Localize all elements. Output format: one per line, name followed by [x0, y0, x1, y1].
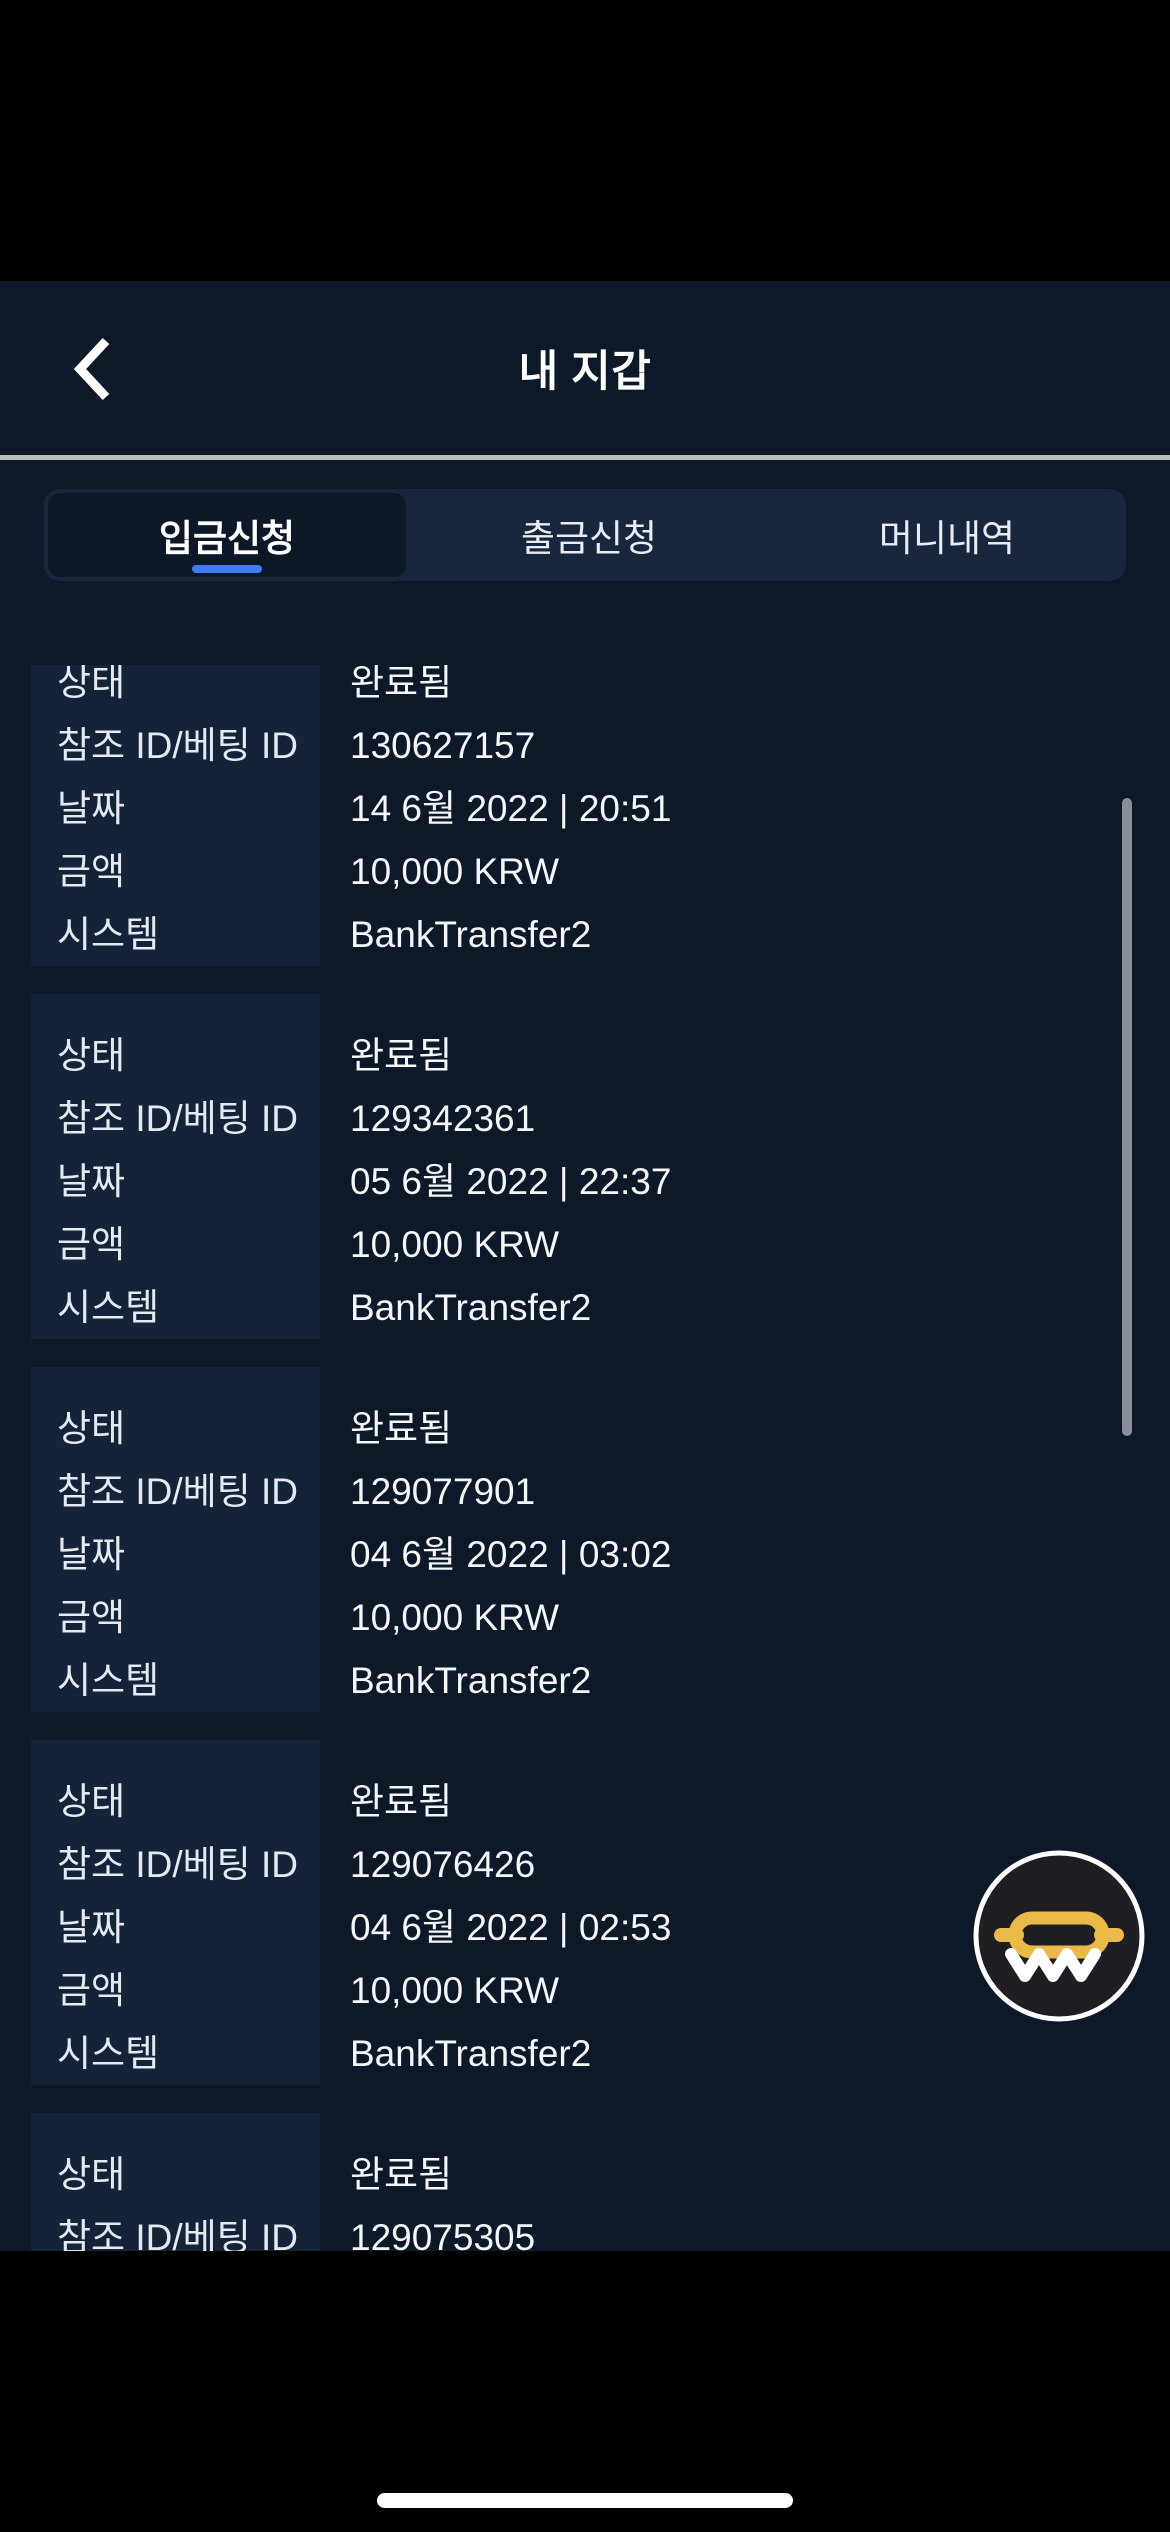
tab-bar: 입금신청 출금신청 머니내역: [44, 489, 1126, 581]
date-value: 05 6월 2022 | 22:37: [350, 1161, 672, 1202]
date-value: 04 6월 2022 | 03:02: [350, 1534, 672, 1575]
field-label-system: 시스템: [57, 914, 160, 955]
ref-id-value: 129076426: [350, 1844, 536, 1885]
ref-id-value: 129075305: [350, 2217, 536, 2251]
amount-value: 10,000 KRW: [350, 851, 560, 892]
field-label-system: 시스템: [57, 1287, 160, 1328]
scrollbar-thumb[interactable]: [1122, 798, 1132, 1436]
home-indicator[interactable]: [377, 2493, 793, 2508]
field-label-ref-id: 참조 ID/베팅 ID: [57, 1844, 298, 1885]
back-button[interactable]: [58, 329, 128, 409]
date-value: 14 6월 2022 | 20:51: [350, 788, 672, 829]
field-label-date: 날짜: [57, 1161, 126, 1202]
tab-money-history[interactable]: 머니내역: [768, 489, 1126, 581]
amount-value: 10,000 KRW: [350, 1970, 560, 2011]
transaction-card: 상태 완료됨 참조 ID/베팅 ID 129077901 날짜 04 6월 2022 …: [0, 1367, 1170, 1712]
field-label-status: 상태: [57, 1035, 126, 1076]
page-title: 내 지갑: [518, 348, 652, 396]
field-label-date: 날짜: [57, 788, 126, 829]
field-label-ref-id: 참조 ID/베팅 ID: [57, 2217, 298, 2251]
status-bar-area: [0, 0, 1170, 281]
system-value: BankTransfer2: [350, 1660, 592, 1701]
tab-withdraw-request[interactable]: 출금신청: [410, 489, 768, 581]
ref-id-value: 129342361: [350, 1098, 536, 1139]
field-label-ref-id: 참조 ID/베팅 ID: [57, 725, 298, 766]
tab-deposit-request[interactable]: 입금신청: [48, 493, 406, 577]
transaction-card: 상태 완료됨 참조 ID/베팅 ID 129076426 날짜 04 6월 2022 …: [0, 1740, 1170, 2085]
brand-fab-button[interactable]: [971, 1848, 1147, 2024]
date-value: 04 6월 2022 | 02:53: [350, 1907, 672, 1948]
tab-label: 입금신청: [158, 518, 296, 559]
tab-label: 머니내역: [878, 518, 1016, 559]
tab-label: 출금신청: [520, 518, 658, 559]
field-label-status: 상태: [57, 1408, 126, 1449]
field-label-ref-id: 참조 ID/베팅 ID: [57, 1471, 298, 1512]
field-label-amount: 금액: [57, 1597, 126, 1638]
ref-id-value: 129077901: [350, 1471, 536, 1512]
field-label-date: 날짜: [57, 1534, 126, 1575]
field-label-system: 시스템: [57, 2033, 160, 2074]
field-label-amount: 금액: [57, 1970, 126, 2011]
transaction-card: 상태 완료됨 참조 ID/베팅 ID 130627157 날짜 14 6월 2022 …: [0, 665, 1170, 966]
field-label-amount: 금액: [57, 1224, 126, 1265]
amount-value: 10,000 KRW: [350, 1597, 560, 1638]
field-label-amount: 금액: [57, 851, 126, 892]
transaction-card: 상태 완료됨 참조 ID/베팅 ID 129342361 날짜 05 6월 2022 …: [0, 994, 1170, 1339]
ref-id-value: 130627157: [350, 725, 536, 766]
status-value: 완료됨: [350, 1781, 453, 1822]
system-value: BankTransfer2: [350, 1287, 592, 1328]
status-value: 완료됨: [350, 1408, 453, 1449]
active-tab-underline: [192, 565, 262, 573]
field-label-status: 상태: [57, 665, 126, 703]
status-value: 완료됨: [350, 2154, 453, 2195]
field-label-status: 상태: [57, 2154, 126, 2195]
field-label-ref-id: 참조 ID/베팅 ID: [57, 1098, 298, 1139]
field-label-system: 시스템: [57, 1660, 160, 1701]
status-value: 완료됨: [350, 665, 453, 703]
system-value: BankTransfer2: [350, 914, 592, 955]
amount-value: 10,000 KRW: [350, 1224, 560, 1265]
field-label-date: 날짜: [57, 1907, 126, 1948]
header-divider: [0, 455, 1170, 460]
wallet-app: 내 지갑 입금신청 출금신청 머니내역 상태 완료됨 참조 ID/베팅 ID 130…: [0, 281, 1170, 2251]
field-label-status: 상태: [57, 1781, 126, 1822]
transaction-card: 상태 완료됨 참조 ID/베팅 ID 129075305: [0, 2113, 1170, 2251]
status-value: 완료됨: [350, 1035, 453, 1076]
chevron-left-icon: [73, 336, 113, 402]
brand-circle-logo-icon: [971, 1848, 1147, 2024]
header: 내 지갑: [0, 281, 1170, 455]
transaction-list[interactable]: 상태 완료됨 참조 ID/베팅 ID 130627157 날짜 14 6월 2022 …: [0, 665, 1170, 2251]
system-value: BankTransfer2: [350, 2033, 592, 2074]
